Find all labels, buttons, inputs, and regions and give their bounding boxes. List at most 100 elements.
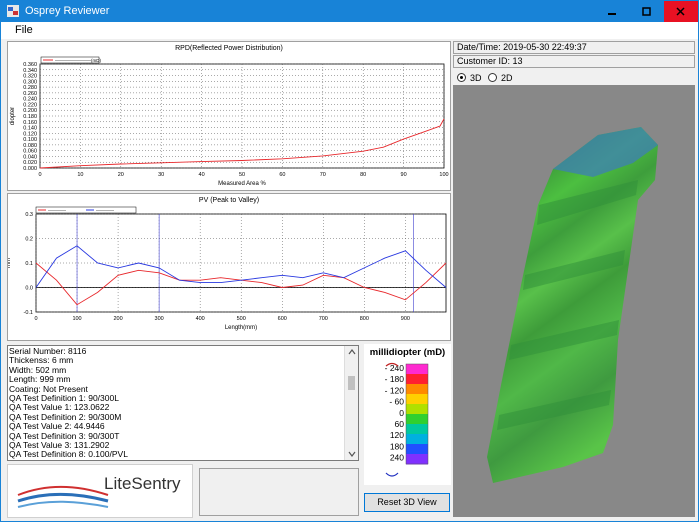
detail-line: QA Test Value 2: 44.9446 [9,421,105,432]
pv-chart-title: PV (Peak to Valley) [198,197,260,204]
x-tick-label: 100 [72,316,81,322]
x-tick-label: 800 [360,316,369,322]
x-tick-label: 10 [77,172,83,178]
scroll-up-icon [348,349,356,355]
x-tick-label: 90 [401,172,407,178]
legend-label: 60 [395,419,405,429]
y-tick-label: -0.1 [24,310,33,316]
x-tick-label: 600 [278,316,287,322]
x-tick-label: 400 [196,316,205,322]
close-button[interactable] [664,1,698,22]
x-tick-label: 200 [113,316,122,322]
menu-file[interactable]: File [15,24,33,36]
x-axis-label: Measured Area % [218,181,266,187]
legend-top-arc-icon [385,362,399,367]
x-tick-label: 20 [118,172,124,178]
title-bar: Osprey Reviewer [1,1,698,22]
y-tick-label: 0.080 [23,143,37,149]
scroll-thumb [348,376,355,390]
y-tick-label: 0.320 [23,74,37,80]
detail-line: QA Test Definition 2: 90/300M [9,411,122,422]
minimize-button[interactable] [596,1,630,22]
legend-bottom-arc-icon [385,472,399,477]
pv-chart: -0.1 0.0 0.1 0.2 0.3 0 100 200 300 400 500 600 700 80… [8,206,447,331]
detail-line: QA Test Definition 1: 90/300L [9,393,119,404]
x-tick-label: 900 [401,316,410,322]
y-tick-label: 0.120 [23,131,37,137]
legend-color-band [406,424,428,435]
legend-label: 180 [390,441,404,451]
legend-color-band [406,404,428,415]
color-legend: millidiopter (mD) - 240- 180- 120 - 60 0 60… [364,344,451,485]
y-tick-label: 0.0 [25,286,33,292]
radio-unselected-icon [488,73,497,82]
y-tick-label: 0.300 [23,79,37,85]
y-axis-label: mm [8,258,12,268]
legend-label: - 60 [389,397,404,407]
litesentry-logo: LiteSentry [7,464,193,518]
menu-bar: File [1,22,698,39]
glass-surface-render [487,127,658,483]
x-tick-label: 300 [155,316,164,322]
rpd-legend-box [40,56,100,64]
x-tick-label: 50 [239,172,245,178]
y-tick-label: 0.1 [25,261,33,267]
details-lines: Serial Number: 8116 Thickenss: 6 mm Width:… [9,347,344,459]
close-icon [676,7,685,16]
x-tick-label: 40 [199,172,205,178]
y-tick-label: 0.2 [25,237,33,243]
legend-label: - 180 [385,374,405,384]
rpd-chart-panel: RPD(Reflected Power Distribution) 0.000 0… [7,41,451,191]
3d-surface-view[interactable] [453,85,695,517]
y-tick-label: 0.140 [23,126,37,132]
y-tick-label: 0.180 [23,114,37,120]
logo-swoosh-icon [17,485,109,508]
y-tick-label: 0.200 [23,108,37,114]
logo-text: LiteSentry [104,474,181,493]
details-list[interactable]: Serial Number: 8116 Thickenss: 6 mm Width:… [7,345,359,461]
pv-legend-label-1: ———— [96,208,115,213]
y-tick-label: 0.220 [23,102,37,108]
legend-border [405,363,429,465]
y-tick-label: 0.000 [23,166,37,172]
scrollbar-track [348,349,356,457]
legend-color-band [406,454,428,465]
y-tick-label: 0.3 [25,212,33,218]
datetime-field: Date/Time: 2019-05-30 22:49:37 [453,41,695,54]
y-tick-label: 0.040 [23,154,37,160]
y-tick-label: 0.260 [23,91,37,97]
reset-3d-view-button[interactable]: Reset 3D View [364,493,450,512]
y-tick-label: 0.060 [23,149,37,155]
rpd-chart: 0.0000.0200.0400.0600.0800.1000.1200.140… [10,56,449,187]
detail-line: QA Test Definition 3: 90/300T [9,430,120,441]
detail-line: Serial Number: 8116 [9,347,87,356]
legend-label: - 240 [385,363,405,373]
x-tick-label: 30 [158,172,164,178]
series-line-0 [39,118,445,169]
x-tick-label: 100 [439,172,448,178]
legend-color-band [406,444,428,455]
series-line-1 [35,245,447,288]
maximize-button[interactable] [630,1,664,22]
x-tick-label: 500 [237,316,246,322]
detail-line: Coating: Not Present [9,383,88,394]
radio-3d-label: 3D [470,73,482,83]
legend-label: 0 [399,408,404,418]
app-icon [7,5,19,17]
empty-panel [199,468,359,516]
legend-color-band [406,384,428,395]
legend-color-band [406,434,428,445]
x-tick-label: 0 [38,172,41,178]
y-tick-label: 0.280 [23,85,37,91]
radio-2d-label: 2D [501,73,513,83]
detail-line: QA Test Definition 8: 0.100/PVL [9,449,128,459]
radio-2d[interactable]: 2D [488,73,513,83]
radio-3d[interactable]: 3D [457,73,482,83]
legend-label: 120 [390,430,404,440]
radio-selected-icon [457,73,466,82]
y-axis-label: diopter [10,107,16,125]
detail-line: QA Test Value 3: 131.2902 [9,440,110,451]
details-scrollbar[interactable] [344,346,358,460]
